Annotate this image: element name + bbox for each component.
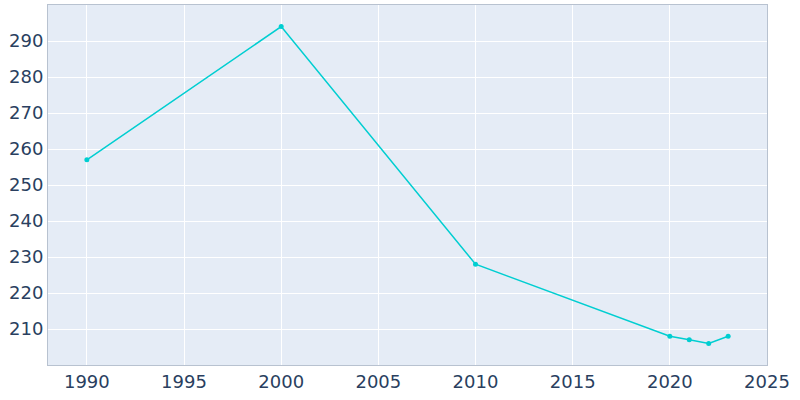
svg-text:2025: 2025 bbox=[744, 371, 790, 392]
svg-text:1995: 1995 bbox=[161, 371, 207, 392]
svg-text:2015: 2015 bbox=[550, 371, 596, 392]
svg-text:270: 270 bbox=[9, 102, 43, 123]
svg-text:1990: 1990 bbox=[64, 371, 110, 392]
svg-text:260: 260 bbox=[9, 138, 43, 159]
svg-text:220: 220 bbox=[9, 282, 43, 303]
svg-text:240: 240 bbox=[9, 210, 43, 231]
svg-text:2010: 2010 bbox=[453, 371, 499, 392]
svg-text:280: 280 bbox=[9, 66, 43, 87]
svg-text:230: 230 bbox=[9, 246, 43, 267]
svg-text:2000: 2000 bbox=[258, 371, 304, 392]
svg-text:250: 250 bbox=[9, 174, 43, 195]
svg-text:290: 290 bbox=[9, 30, 43, 51]
svg-text:2005: 2005 bbox=[355, 371, 401, 392]
svg-text:210: 210 bbox=[9, 318, 43, 339]
svg-text:2020: 2020 bbox=[647, 371, 693, 392]
